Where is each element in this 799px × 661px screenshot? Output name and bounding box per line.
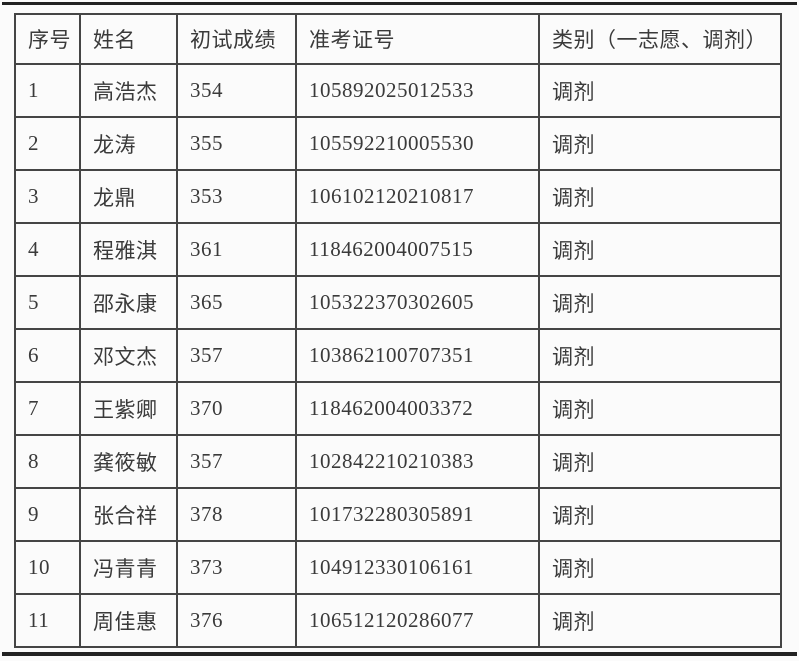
cell-category: 调剂 (538, 487, 782, 542)
cell-initial-score: 357 (176, 434, 297, 489)
cell-initial-score: 353 (176, 169, 297, 224)
table-row: 9 张合祥 378 101732280305891 调剂 (14, 487, 782, 542)
cell-name: 张合祥 (79, 487, 178, 542)
cell-index: 9 (14, 487, 81, 542)
cell-name: 邓文杰 (79, 328, 178, 383)
cell-index: 6 (14, 328, 81, 383)
table-row: 1 高浩杰 354 105892025012533 调剂 (14, 63, 782, 118)
cell-ticket-number: 102842210210383 (295, 434, 540, 489)
cell-ticket-number: 118462004003372 (295, 381, 540, 436)
cell-initial-score: 373 (176, 540, 297, 595)
cell-name: 周佳惠 (79, 593, 178, 648)
cell-name: 龙涛 (79, 116, 178, 171)
cell-name: 高浩杰 (79, 63, 178, 118)
cell-initial-score: 376 (176, 593, 297, 648)
cell-index: 10 (14, 540, 81, 595)
header-ticket-number: 准考证号 (295, 13, 540, 65)
cell-ticket-number: 101732280305891 (295, 487, 540, 542)
cell-index: 2 (14, 116, 81, 171)
cell-category: 调剂 (538, 434, 782, 489)
table-row: 4 程雅淇 361 118462004007515 调剂 (14, 222, 782, 277)
cell-index: 5 (14, 275, 81, 330)
table-row: 10 冯青青 373 104912330106161 调剂 (14, 540, 782, 595)
cell-category: 调剂 (538, 381, 782, 436)
cell-ticket-number: 105892025012533 (295, 63, 540, 118)
cell-name: 邵永康 (79, 275, 178, 330)
cell-ticket-number: 105592210005530 (295, 116, 540, 171)
table-row: 6 邓文杰 357 103862100707351 调剂 (14, 328, 782, 383)
cell-category: 调剂 (538, 222, 782, 277)
table-header-row: 序号 姓名 初试成绩 准考证号 类别（一志愿、调剂） (14, 13, 782, 65)
cell-ticket-number: 104912330106161 (295, 540, 540, 595)
header-name: 姓名 (79, 13, 178, 65)
table-row: 7 王紫卿 370 118462004003372 调剂 (14, 381, 782, 436)
cell-name: 王紫卿 (79, 381, 178, 436)
header-initial-score: 初试成绩 (176, 13, 297, 65)
cell-category: 调剂 (538, 63, 782, 118)
cell-name: 程雅淇 (79, 222, 178, 277)
cell-name: 龚筱敏 (79, 434, 178, 489)
cell-initial-score: 361 (176, 222, 297, 277)
cell-category: 调剂 (538, 116, 782, 171)
cell-initial-score: 378 (176, 487, 297, 542)
top-edge-rule (2, 2, 797, 5)
cell-index: 7 (14, 381, 81, 436)
cell-initial-score: 357 (176, 328, 297, 383)
cell-ticket-number: 106512120286077 (295, 593, 540, 648)
cell-name: 龙鼎 (79, 169, 178, 224)
table-row: 8 龚筱敏 357 102842210210383 调剂 (14, 434, 782, 489)
header-index: 序号 (14, 13, 81, 65)
cell-index: 1 (14, 63, 81, 118)
cell-initial-score: 365 (176, 275, 297, 330)
cell-index: 8 (14, 434, 81, 489)
cell-ticket-number: 105322370302605 (295, 275, 540, 330)
cell-category: 调剂 (538, 169, 782, 224)
cell-name: 冯青青 (79, 540, 178, 595)
admission-score-table: 序号 姓名 初试成绩 准考证号 类别（一志愿、调剂） 1 高浩杰 354 105… (14, 13, 782, 648)
cell-category: 调剂 (538, 593, 782, 648)
table-row: 5 邵永康 365 105322370302605 调剂 (14, 275, 782, 330)
cell-ticket-number: 103862100707351 (295, 328, 540, 383)
bottom-edge-rule (2, 652, 797, 656)
table-row: 2 龙涛 355 105592210005530 调剂 (14, 116, 782, 171)
cell-initial-score: 370 (176, 381, 297, 436)
cell-ticket-number: 106102120210817 (295, 169, 540, 224)
cell-category: 调剂 (538, 540, 782, 595)
table-row: 3 龙鼎 353 106102120210817 调剂 (14, 169, 782, 224)
cell-initial-score: 355 (176, 116, 297, 171)
cell-index: 4 (14, 222, 81, 277)
cell-index: 3 (14, 169, 81, 224)
table-row: 11 周佳惠 376 106512120286077 调剂 (14, 593, 782, 648)
cell-category: 调剂 (538, 275, 782, 330)
cell-initial-score: 354 (176, 63, 297, 118)
cell-index: 11 (14, 593, 81, 648)
header-category: 类别（一志愿、调剂） (538, 13, 782, 65)
cell-category: 调剂 (538, 328, 782, 383)
cell-ticket-number: 118462004007515 (295, 222, 540, 277)
